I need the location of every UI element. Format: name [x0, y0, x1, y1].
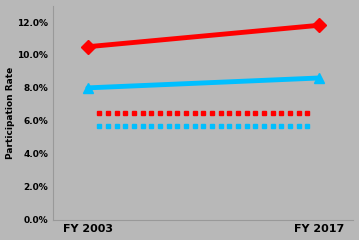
Y-axis label: Participation Rate: Participation Rate — [5, 66, 15, 159]
